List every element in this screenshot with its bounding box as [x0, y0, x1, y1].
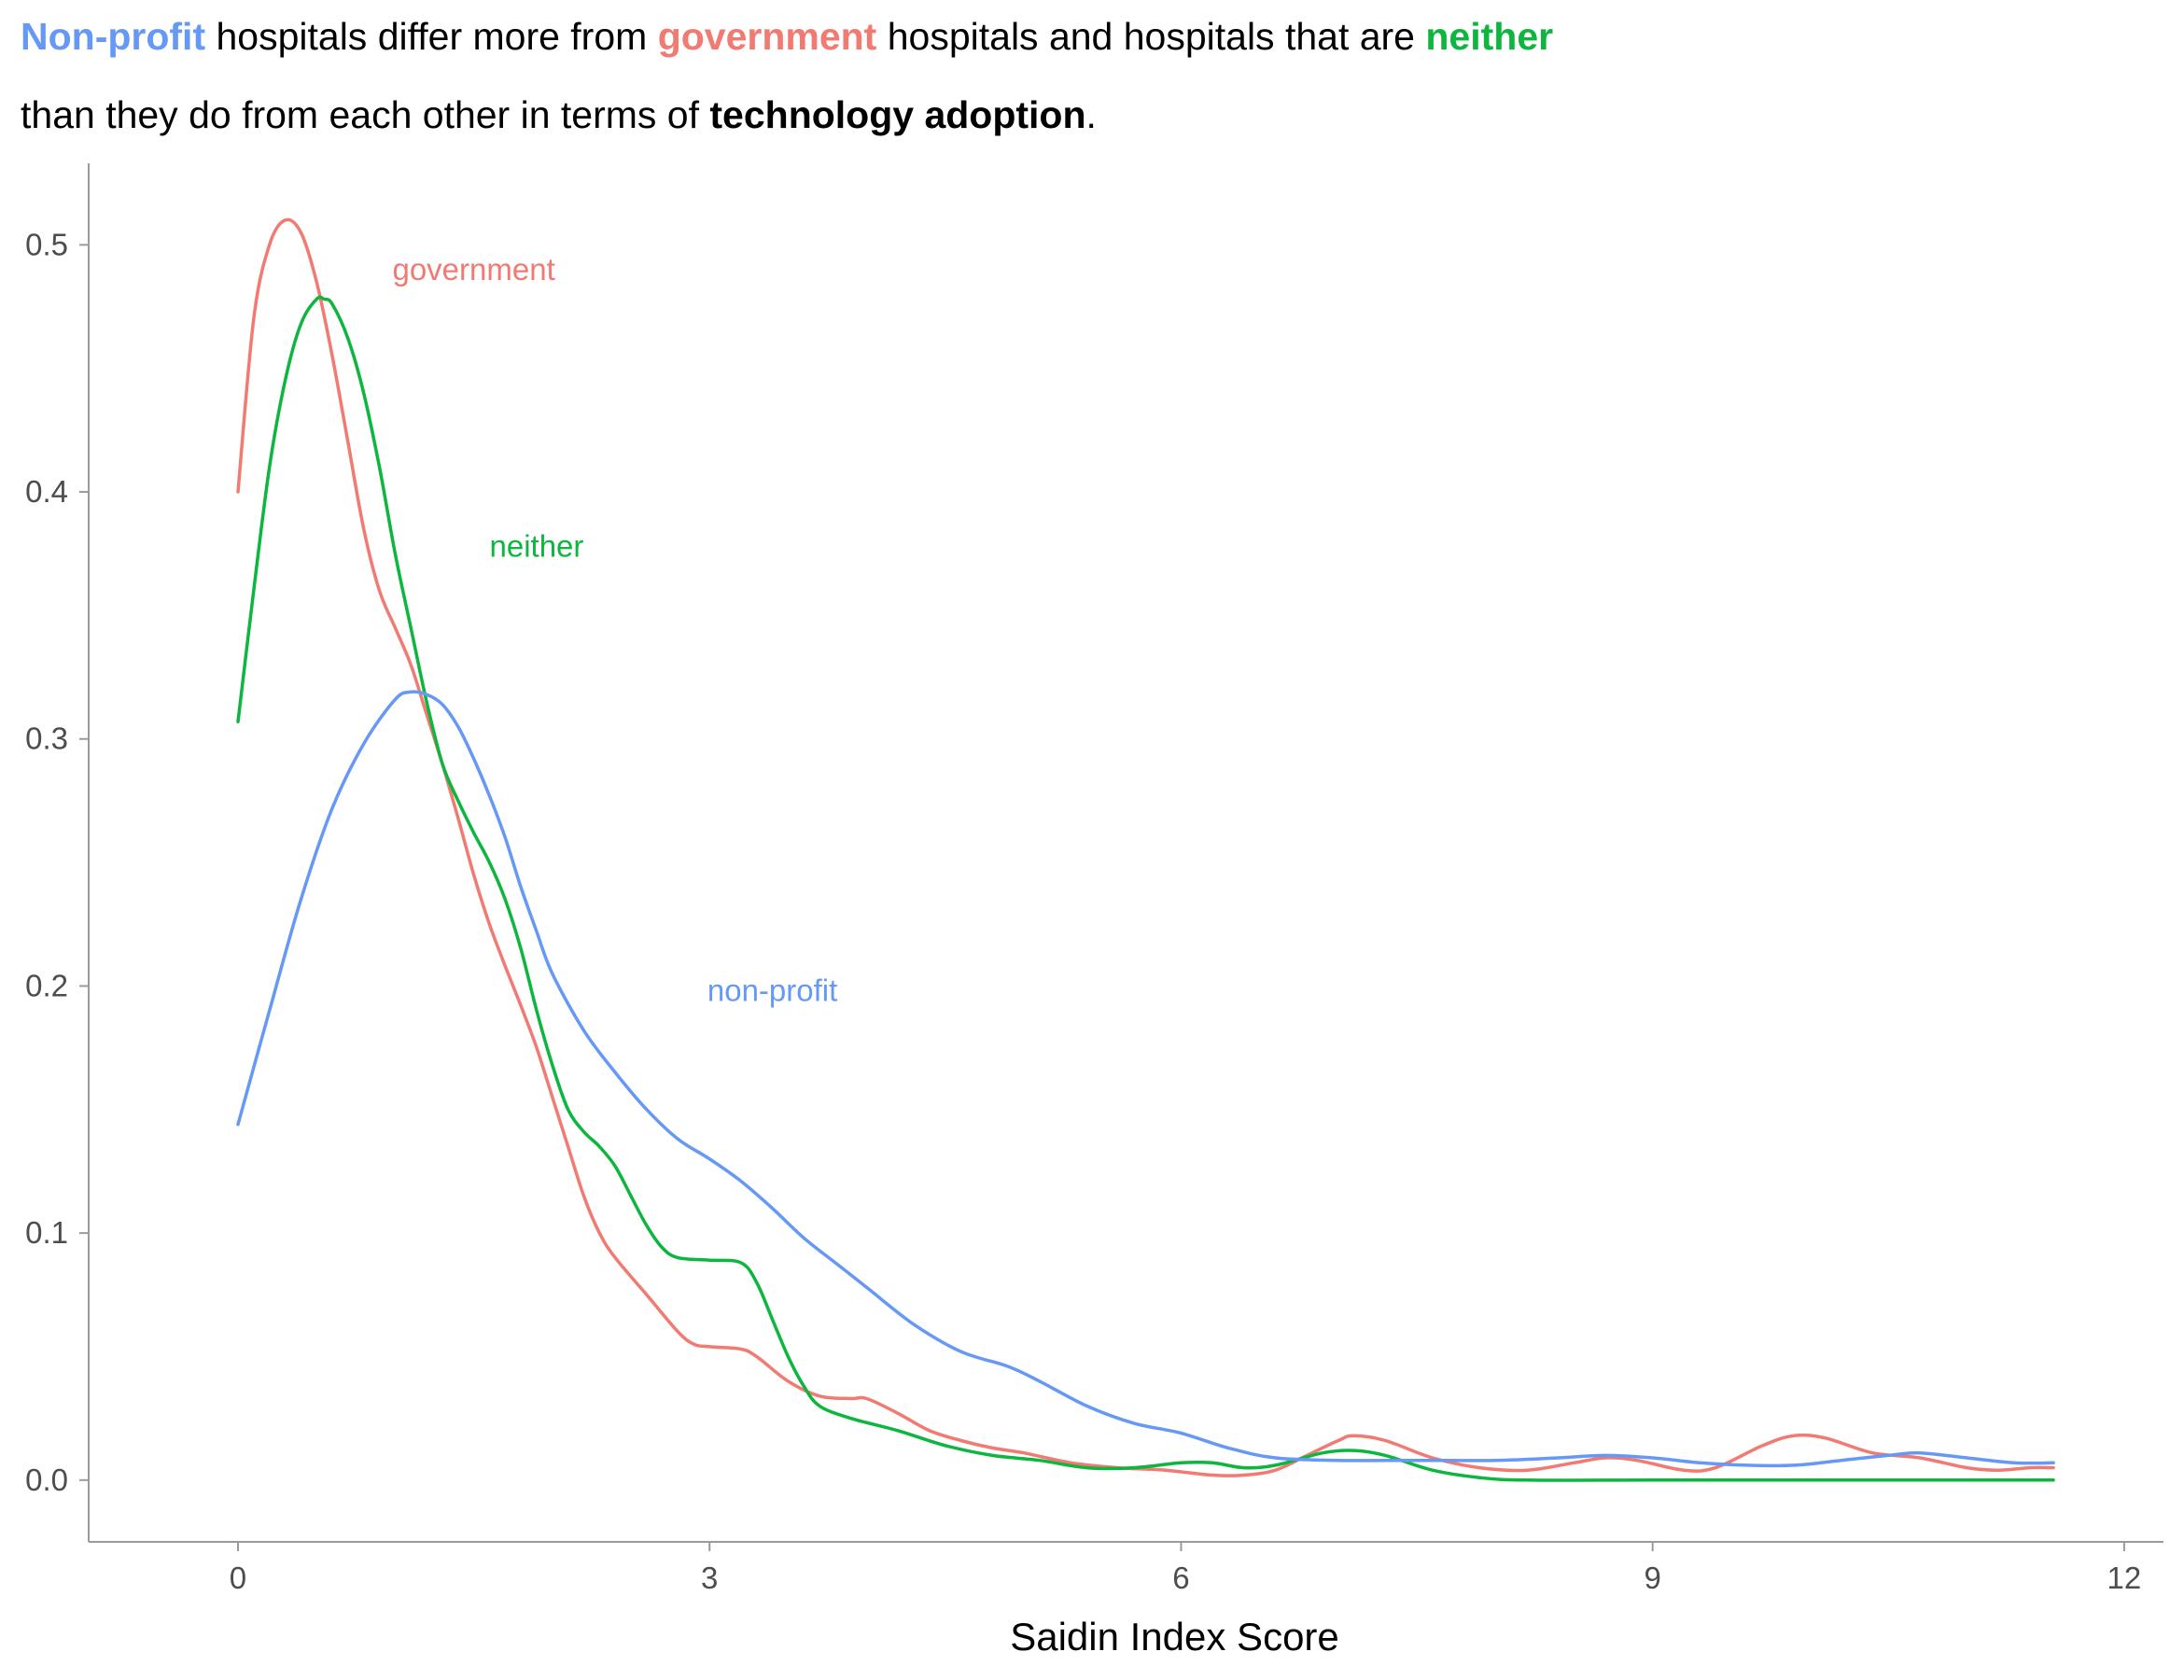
title-line-2: than they do from each other in terms of…	[21, 93, 1097, 137]
series-lines	[236, 217, 2055, 1482]
series-label-non-profit: non-profit	[707, 973, 837, 1008]
title-text-1: hospitals differ more from	[205, 15, 658, 58]
x-tick-label: 9	[1644, 1561, 1660, 1595]
series-line-neither	[236, 295, 2055, 1482]
y-tick-label: 0.5	[25, 227, 68, 261]
series-line-government	[236, 217, 2055, 1477]
y-axis-ticks: 0.0 0.1 0.2 0.3 0.4 0.5	[25, 227, 89, 1497]
y-tick-label: 0.2	[25, 968, 68, 1002]
title-text-3: than they do from each other in terms of	[21, 93, 710, 136]
title-word-neither: neither	[1425, 15, 1554, 58]
x-axis-ticks: 0 3 6 9 12	[230, 1542, 2141, 1595]
y-tick-label: 0.3	[25, 721, 68, 756]
title-line-1: Non-profit hospitals differ more from go…	[21, 15, 1553, 59]
series-labels: government neither non-profit	[392, 252, 837, 1008]
x-tick-label: 3	[701, 1561, 718, 1595]
series-label-neither: neither	[490, 528, 584, 563]
y-tick-label: 0.4	[25, 474, 68, 509]
x-tick-label: 6	[1172, 1561, 1189, 1595]
title-word-technology-adoption: technology adoption	[709, 93, 1086, 136]
x-tick-label: 0	[230, 1561, 246, 1595]
x-tick-label: 12	[2107, 1561, 2142, 1595]
x-axis-title: Saidin Index Score	[1010, 1615, 1339, 1659]
series-label-government: government	[392, 252, 554, 287]
y-tick-label: 0.1	[25, 1215, 68, 1250]
series-line-non-profit	[236, 690, 2055, 1468]
title-text-2: hospitals and hospitals that are	[876, 15, 1426, 58]
axes	[88, 163, 2163, 1543]
title-text-4: .	[1085, 93, 1097, 136]
y-tick-label: 0.0	[25, 1463, 68, 1497]
title-word-government: government	[657, 15, 877, 58]
title-word-non-profit: Non-profit	[21, 15, 206, 58]
